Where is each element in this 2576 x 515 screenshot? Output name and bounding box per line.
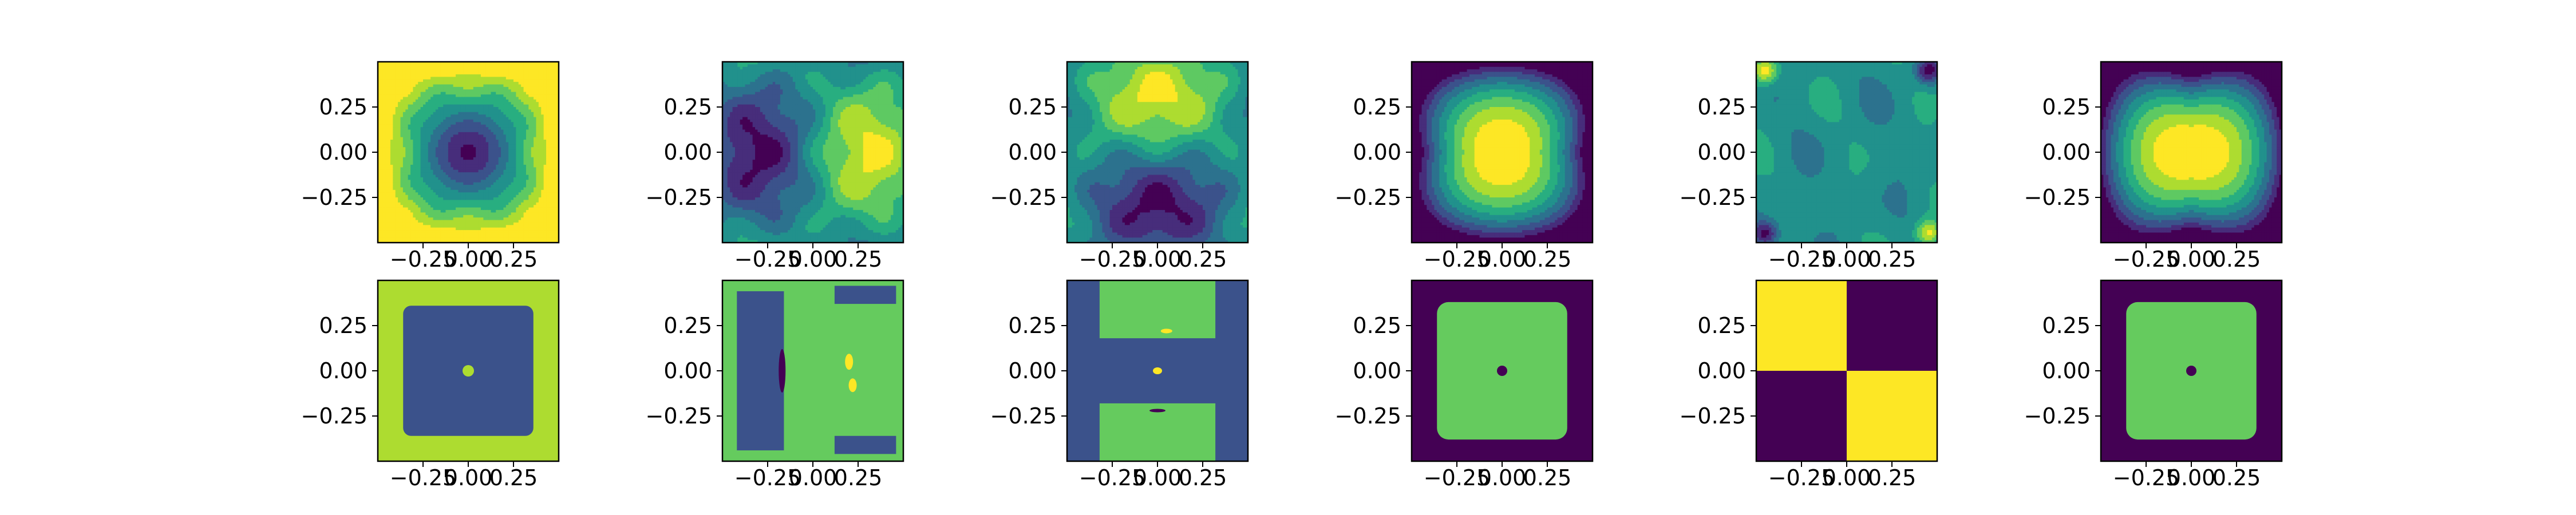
y-tick-label: 0.00 xyxy=(319,358,368,383)
x-tick-label: −0.25 xyxy=(2113,247,2179,272)
x-tick-label: −0.25 xyxy=(1768,247,1835,272)
y-tick-label: 0.00 xyxy=(1697,140,1746,165)
y-tick-label: 0.25 xyxy=(319,94,368,120)
y-tick-label: −0.25 xyxy=(1335,403,1401,429)
x-tick-label: 0.00 xyxy=(444,247,493,272)
x-tick-label: 0.25 xyxy=(1868,465,1917,490)
y-tick-label: 0.25 xyxy=(1008,94,1057,120)
x-tick-label: 0.00 xyxy=(1133,247,1182,272)
y-tick-label: −0.25 xyxy=(1335,185,1401,210)
x-tick-label: 0.00 xyxy=(1823,465,1871,490)
y-tick-label: 0.00 xyxy=(663,140,712,165)
subplot-r1-c4: −0.250.000.250.250.00−0.25 xyxy=(1335,61,1594,272)
y-tick-label: 0.25 xyxy=(663,94,712,120)
heatmap-cells xyxy=(1412,280,1593,461)
x-tick-label: 0.25 xyxy=(1523,465,1572,490)
y-tick-label: 0.25 xyxy=(1697,94,1746,120)
x-tick-label: 0.00 xyxy=(789,465,837,490)
x-tick-label: 0.25 xyxy=(834,247,883,272)
x-tick-label: −0.25 xyxy=(1079,465,1145,490)
subplot-r1-c1: −0.250.000.250.250.00−0.25 xyxy=(301,61,560,272)
heatmap-cells xyxy=(722,280,903,461)
heatmap-cells xyxy=(1067,62,1248,243)
y-tick-label: −0.25 xyxy=(1680,403,1746,429)
y-tick-label: 0.25 xyxy=(2042,94,2091,120)
y-tick-label: 0.00 xyxy=(1353,140,1401,165)
subplot-r1-c2: −0.250.000.250.250.00−0.25 xyxy=(646,61,904,272)
subplot-r2-c4: −0.250.000.250.250.00−0.25 xyxy=(1335,279,1594,490)
x-tick-label: 0.00 xyxy=(2167,247,2216,272)
y-tick-label: −0.25 xyxy=(2024,185,2091,210)
y-tick-label: 0.25 xyxy=(1353,94,1401,120)
x-tick-label: −0.25 xyxy=(1768,465,1835,490)
subplot-r2-c5: −0.250.000.250.250.00−0.25 xyxy=(1680,279,1938,490)
x-tick-label: −0.25 xyxy=(1079,247,1145,272)
y-tick-label: 0.00 xyxy=(1008,358,1057,383)
x-tick-label: −0.25 xyxy=(390,465,456,490)
x-tick-label: 0.25 xyxy=(2212,465,2261,490)
y-tick-label: −0.25 xyxy=(2024,403,2091,429)
y-tick-label: 0.25 xyxy=(2042,313,2091,338)
x-tick-label: 0.25 xyxy=(489,247,538,272)
subplot-r2-c2: −0.250.000.250.250.00−0.25 xyxy=(646,279,904,490)
heatmap-cells xyxy=(1756,62,1937,243)
y-tick-label: 0.00 xyxy=(319,140,368,165)
heatmap-cells xyxy=(2101,280,2282,461)
x-tick-label: −0.25 xyxy=(1424,465,1490,490)
subplot-r1-c3: −0.250.000.250.250.00−0.25 xyxy=(990,61,1249,272)
x-tick-label: −0.25 xyxy=(734,247,801,272)
x-tick-label: 0.25 xyxy=(1523,247,1572,272)
x-tick-label: 0.00 xyxy=(789,247,837,272)
subplot-r2-c6: −0.250.000.250.250.00−0.25 xyxy=(2024,279,2283,490)
heatmap-cells xyxy=(378,62,559,243)
subplot-r1-c5: −0.250.000.250.250.00−0.25 xyxy=(1680,61,1938,272)
heatmap-cells xyxy=(1067,280,1248,461)
x-tick-label: 0.00 xyxy=(1478,247,1527,272)
subplot-r1-c6: −0.250.000.250.250.00−0.25 xyxy=(2024,61,2283,272)
x-tick-label: −0.25 xyxy=(2113,465,2179,490)
y-tick-label: −0.25 xyxy=(990,185,1057,210)
x-tick-label: 0.00 xyxy=(2167,465,2216,490)
y-tick-label: 0.25 xyxy=(1353,313,1401,338)
subplot-r2-c1: −0.250.000.250.250.00−0.25 xyxy=(301,279,560,490)
x-tick-label: 0.25 xyxy=(1868,247,1917,272)
y-tick-label: −0.25 xyxy=(301,185,368,210)
x-tick-label: −0.25 xyxy=(1424,247,1490,272)
y-tick-label: −0.25 xyxy=(646,185,712,210)
y-tick-label: −0.25 xyxy=(990,403,1057,429)
x-tick-label: 0.25 xyxy=(1179,247,1227,272)
y-tick-label: 0.00 xyxy=(2042,140,2091,165)
y-tick-label: 0.25 xyxy=(1008,313,1057,338)
heatmap-cells xyxy=(722,62,903,243)
x-tick-label: 0.25 xyxy=(834,465,883,490)
y-tick-label: −0.25 xyxy=(301,403,368,429)
heatmap-cells xyxy=(1412,62,1593,243)
y-tick-label: 0.00 xyxy=(1697,358,1746,383)
x-tick-label: 0.25 xyxy=(1179,465,1227,490)
y-tick-label: 0.00 xyxy=(1008,140,1057,165)
y-tick-label: 0.00 xyxy=(1353,358,1401,383)
x-tick-label: 0.00 xyxy=(444,465,493,490)
y-tick-label: 0.00 xyxy=(663,358,712,383)
x-tick-label: 0.00 xyxy=(1823,247,1871,272)
x-tick-label: 0.00 xyxy=(1133,465,1182,490)
y-tick-label: 0.25 xyxy=(663,313,712,338)
x-tick-label: −0.25 xyxy=(734,465,801,490)
y-tick-label: 0.00 xyxy=(2042,358,2091,383)
x-tick-label: −0.25 xyxy=(390,247,456,272)
heatmap-cells xyxy=(1756,280,1937,461)
y-tick-label: −0.25 xyxy=(1680,185,1746,210)
y-tick-label: 0.25 xyxy=(319,313,368,338)
heatmap-cells xyxy=(378,280,559,461)
y-tick-label: −0.25 xyxy=(646,403,712,429)
heatmap-cells xyxy=(2101,62,2282,243)
subplot-r2-c3: −0.250.000.250.250.00−0.25 xyxy=(990,279,1249,490)
x-tick-label: 0.25 xyxy=(2212,247,2261,272)
y-tick-label: 0.25 xyxy=(1697,313,1746,338)
x-tick-label: 0.25 xyxy=(489,465,538,490)
x-tick-label: 0.00 xyxy=(1478,465,1527,490)
